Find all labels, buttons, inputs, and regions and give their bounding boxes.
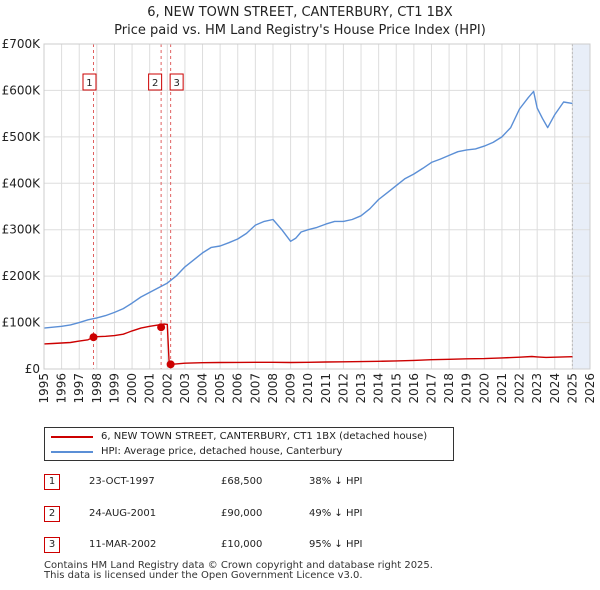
- y-tick-label: £300K: [2, 223, 42, 237]
- sale-date: 23-OCT-1997: [89, 476, 155, 487]
- y-tick-label: £600K: [2, 83, 42, 97]
- plot-area: [44, 44, 590, 369]
- x-tick-label: 1995: [37, 373, 51, 404]
- x-tick-label: 2021: [495, 373, 509, 404]
- x-tick-label: 2000: [125, 373, 139, 404]
- x-tick-label: 1999: [107, 373, 121, 404]
- forecast-shade: [572, 44, 590, 369]
- y-tick-label: £100K: [2, 316, 42, 330]
- x-tick-label: 2025: [565, 373, 579, 404]
- sale-date: 24-AUG-2001: [89, 508, 157, 519]
- sale-marker-box: [169, 73, 184, 91]
- sale-marker-label: 2: [152, 78, 158, 89]
- footer-line-2: This data is licensed under the Open Gov…: [44, 570, 363, 581]
- sale-marker-label: 3: [173, 78, 179, 89]
- x-tick-label: 2004: [196, 373, 210, 404]
- sale-point: [89, 333, 98, 342]
- x-tick-label: 2016: [407, 373, 421, 404]
- legend-label-hpi: HPI: Average price, detached house, Cant…: [101, 446, 343, 457]
- sale-price: £68,500: [221, 476, 263, 487]
- x-tick-label: 2020: [477, 373, 491, 404]
- y-tick-label: £500K: [2, 130, 42, 144]
- sale-number: 1: [44, 474, 60, 490]
- sale-price: £10,000: [221, 539, 263, 550]
- x-tick-label: 2024: [548, 373, 562, 404]
- x-tick-label: 2015: [389, 373, 403, 404]
- sale-point: [166, 360, 175, 369]
- x-tick-label: 2009: [284, 373, 298, 404]
- x-tick-label: 2026: [583, 373, 597, 404]
- hpi-line: [43, 90, 573, 329]
- x-tick-label: 2023: [530, 373, 544, 404]
- sale-number: 3: [44, 537, 60, 553]
- x-tick-label: 2018: [442, 373, 456, 404]
- x-tick-label: 1996: [55, 373, 69, 404]
- title-line-2: Price paid vs. HM Land Registry's House …: [114, 23, 486, 38]
- x-tick-label: 2019: [460, 373, 474, 404]
- x-tick-label: 2002: [160, 373, 174, 404]
- chart-title: 6, NEW TOWN STREET, CANTERBURY, CT1 1BX …: [0, 4, 600, 40]
- y-tick-label: £700K: [2, 37, 42, 51]
- sale-marker-box: [148, 73, 163, 91]
- x-tick-label: 2013: [354, 373, 368, 404]
- sale-marker-box: [82, 73, 97, 91]
- x-tick-label: 2006: [231, 373, 245, 404]
- footer-line-1: Contains HM Land Registry data © Crown c…: [44, 560, 433, 571]
- sale-price: £90,000: [221, 508, 263, 519]
- x-tick-label: 2010: [301, 373, 315, 404]
- x-tick-label: 1997: [72, 373, 86, 404]
- sale-hpi-diff: 38% ↓ HPI: [309, 476, 363, 487]
- price-paid-line: [43, 323, 573, 366]
- x-tick-label: 2008: [266, 373, 280, 404]
- y-tick-label: £400K: [2, 176, 42, 190]
- x-tick-label: 2003: [178, 373, 192, 404]
- chart-legend: 6, NEW TOWN STREET, CANTERBURY, CT1 1BX …: [44, 427, 454, 461]
- x-tick-label: 2005: [213, 373, 227, 404]
- x-tick-label: 2014: [372, 373, 386, 404]
- y-tick-label: £200K: [2, 269, 42, 283]
- legend-label-price-paid: 6, NEW TOWN STREET, CANTERBURY, CT1 1BX …: [101, 431, 428, 442]
- sale-hpi-diff: 49% ↓ HPI: [309, 508, 363, 519]
- sale-date: 11-MAR-2002: [89, 539, 157, 550]
- sale-marker-label: 1: [86, 78, 92, 89]
- x-tick-label: 2001: [143, 373, 157, 404]
- sale-point: [157, 323, 166, 332]
- footer-attribution: Contains HM Land Registry data © Crown c…: [44, 561, 433, 581]
- price-chart: 1 2 3 £0 £100K £200K £300K £400K £500K £600K £700…: [2, 37, 597, 404]
- legend-swatch-hpi: [51, 451, 93, 453]
- x-tick-label: 1998: [90, 373, 104, 404]
- title-line-1: 6, NEW TOWN STREET, CANTERBURY, CT1 1BX: [147, 5, 453, 20]
- y-tick-label: £0: [25, 362, 40, 376]
- sale-hpi-diff: 95% ↓ HPI: [309, 539, 363, 550]
- x-tick-label: 2022: [513, 373, 527, 404]
- legend-swatch-price-paid: [51, 436, 93, 438]
- x-tick-label: 2017: [424, 373, 438, 404]
- x-tick-label: 2007: [248, 373, 262, 404]
- sale-number: 2: [44, 506, 60, 522]
- plot-frame: [43, 43, 591, 370]
- x-tick-label: 2011: [319, 373, 333, 404]
- x-tick-label: 2012: [336, 373, 350, 404]
